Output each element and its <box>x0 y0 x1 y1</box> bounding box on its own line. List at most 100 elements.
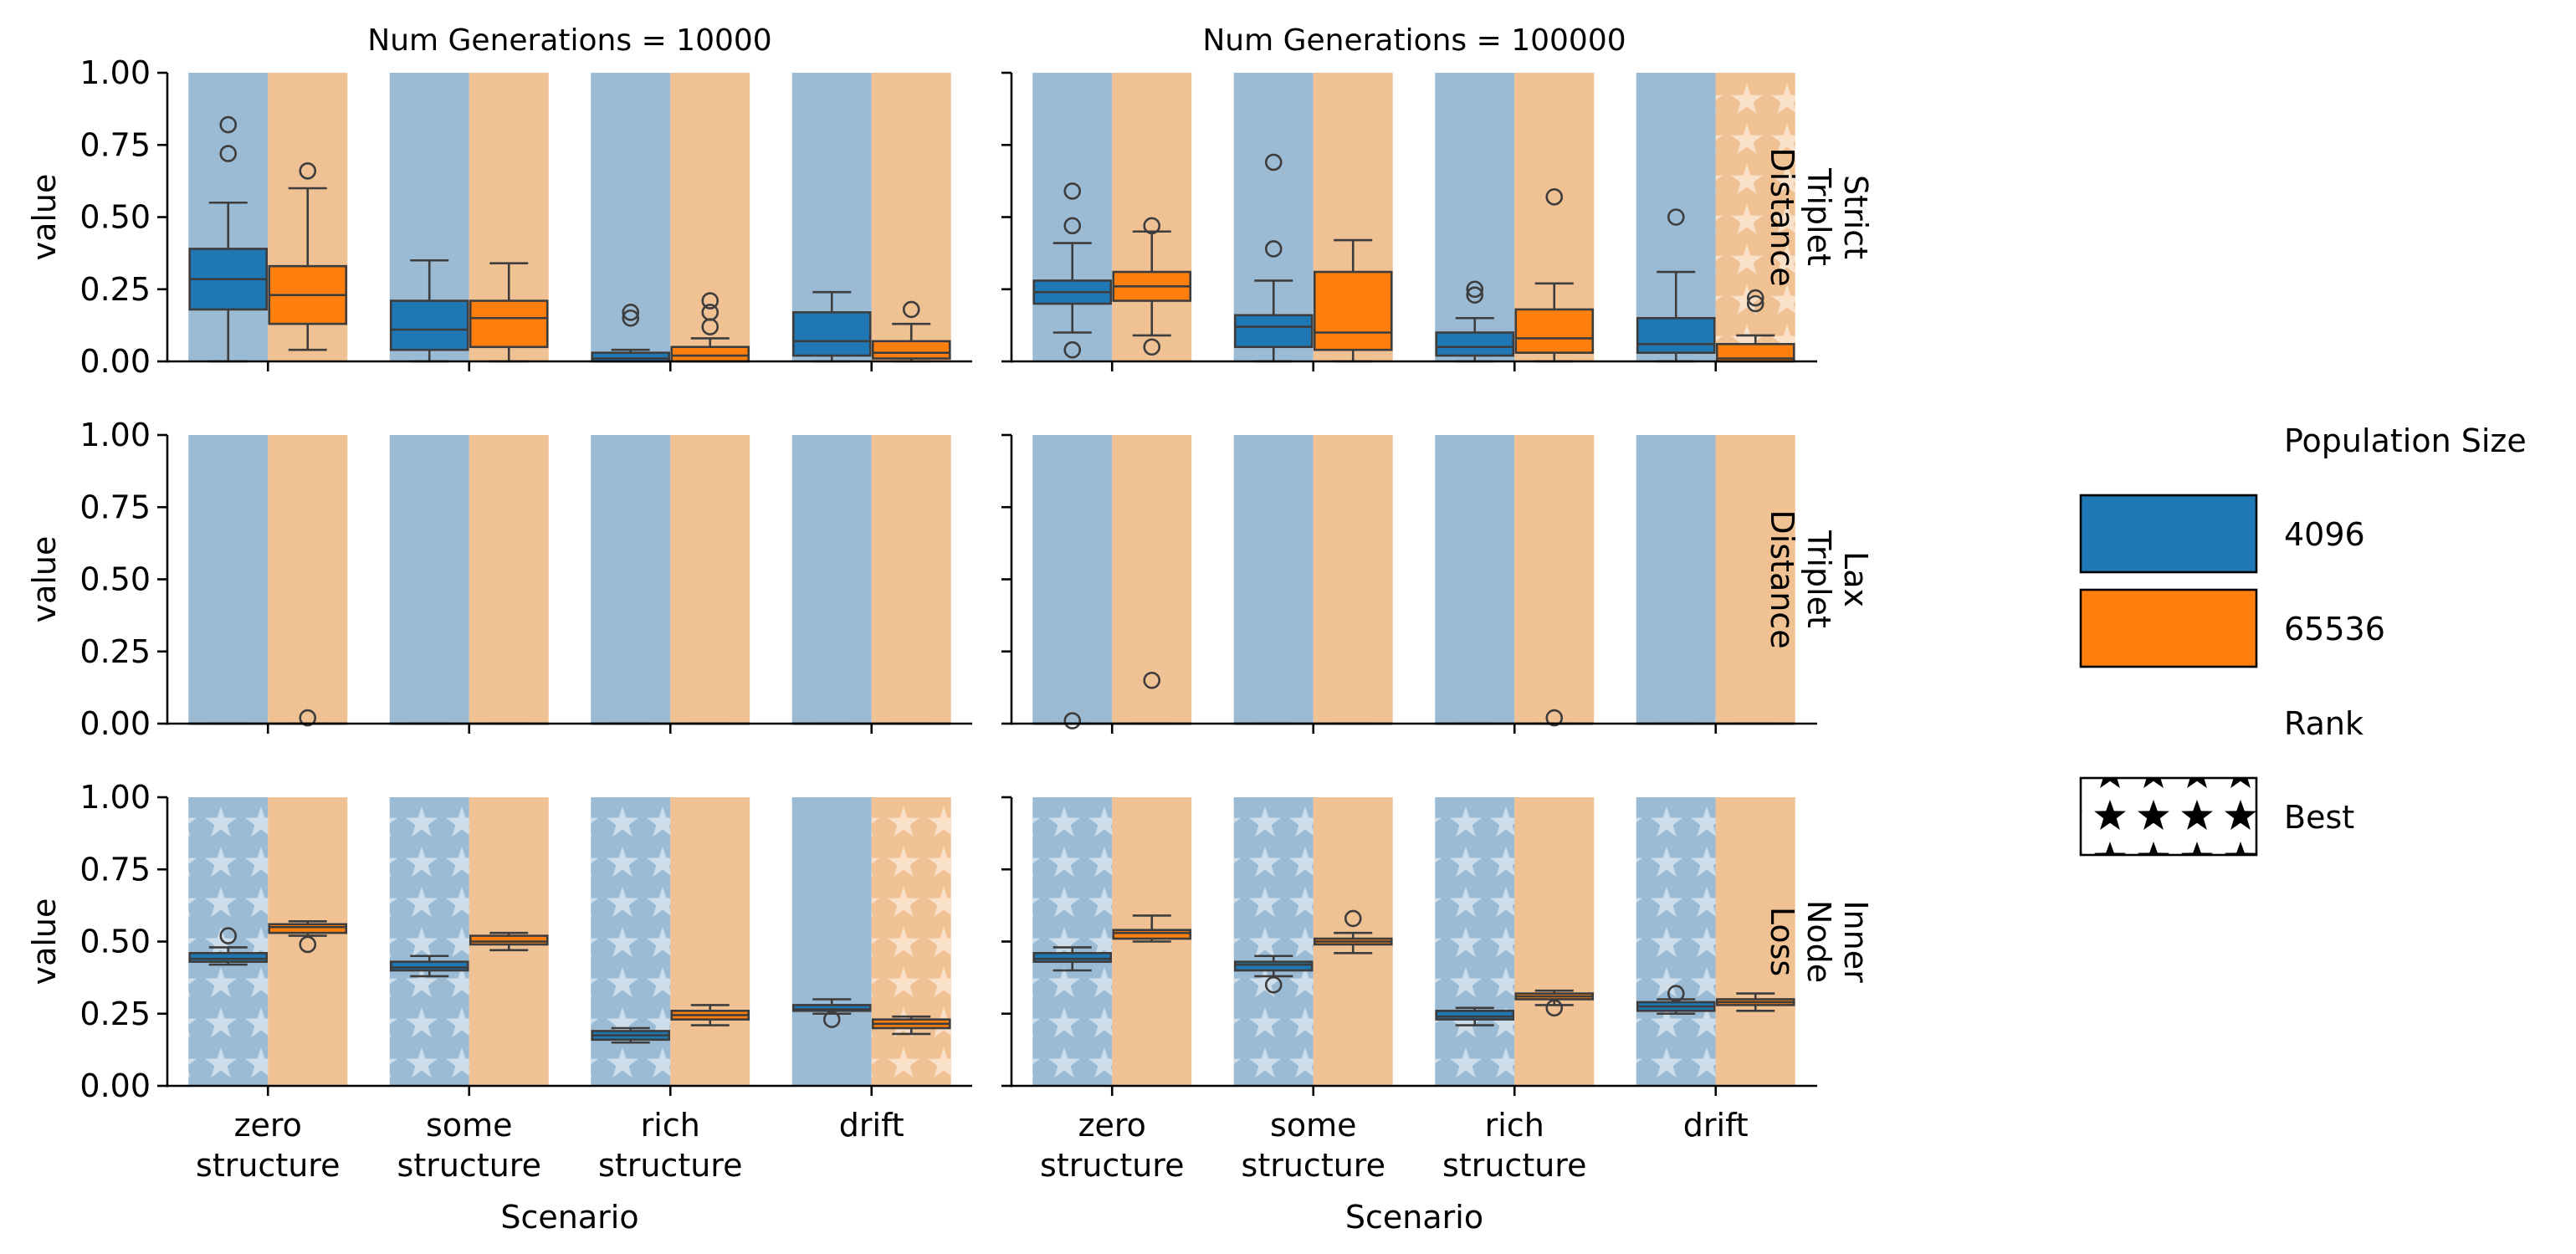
outlier-point <box>822 1011 841 1028</box>
x-tick-label: some structure <box>397 1107 541 1184</box>
outlier-point <box>1746 294 1764 313</box>
box-4096 <box>1435 331 1515 357</box>
y-tick-label: 1.00 <box>79 54 151 91</box>
outlier-point <box>1344 909 1362 928</box>
box-4096 <box>188 952 269 963</box>
column-title: Num Generations = 10000 <box>367 23 771 58</box>
outlier-point <box>1667 985 1685 1002</box>
x-tick-label: some structure <box>1242 1107 1385 1184</box>
y-tick-label: 0.75 <box>79 126 151 163</box>
outlier-point <box>1264 240 1283 258</box>
outlier-point <box>299 709 317 727</box>
best-rank-hatch <box>389 797 469 1086</box>
outlier-point <box>1063 340 1082 359</box>
y-axis-title: value <box>26 536 63 623</box>
box-4096 <box>1032 952 1113 963</box>
box-65536 <box>1112 929 1192 940</box>
background-bar <box>268 435 348 724</box>
background-bar <box>1435 435 1515 724</box>
x-tick-label: drift <box>1683 1107 1749 1144</box>
panel-r0-c1: Num Generations = 100000 <box>1001 23 1817 371</box>
background-bar <box>188 435 269 724</box>
outlier-point <box>1667 208 1685 226</box>
background-bar <box>670 435 750 724</box>
y-tick-label: 0.50 <box>79 561 151 598</box>
outlier-point <box>1143 217 1161 235</box>
y-tick-label: 0.75 <box>79 851 151 888</box>
x-tick-label: rich structure <box>598 1107 742 1184</box>
background-bar <box>1715 797 1795 1086</box>
y-tick-label: 0.25 <box>79 271 151 308</box>
y-tick-label: 0.25 <box>79 633 151 670</box>
background-bar <box>268 797 348 1086</box>
outlier-point <box>299 935 317 954</box>
background-bar <box>871 73 951 361</box>
outlier-point <box>1063 712 1082 729</box>
background-bar <box>591 435 671 724</box>
x-axis-title: Scenario <box>1345 1199 1483 1236</box>
outlier-point <box>299 162 317 180</box>
background-bar <box>1435 73 1515 361</box>
background-bar <box>1514 435 1595 724</box>
background-bar <box>1233 435 1314 724</box>
background-bar <box>1636 435 1716 724</box>
box-65536 <box>1313 270 1393 351</box>
box-4096 <box>791 311 872 357</box>
box-65536 <box>469 934 549 946</box>
row-title: InnerNodeLoss <box>1764 900 1874 983</box>
legend: Population Size 4096 65536 Rank Best <box>2079 422 2527 857</box>
legend-title-population: Population Size <box>2284 422 2527 459</box>
legend-swatch-best <box>2079 776 2258 857</box>
best-rank-hatch <box>1032 797 1113 1086</box>
outlier-point <box>622 309 640 327</box>
background-bar <box>1514 797 1595 1086</box>
outlier-point <box>701 304 720 321</box>
outlier-point <box>1143 671 1161 689</box>
y-tick-label: 0.25 <box>79 996 151 1032</box>
outlier-point <box>1264 975 1283 994</box>
background-bar <box>1032 435 1113 724</box>
best-rank-hatch <box>1715 73 1795 361</box>
y-tick-label: 0.50 <box>79 924 151 960</box>
best-rank-hatch <box>188 797 269 1086</box>
outlier-point <box>219 115 238 134</box>
background-bar <box>469 435 549 724</box>
background-bar <box>791 435 872 724</box>
panel-r0-c0: 0.00 0.25 0.50 0.75 1.00 value Num Generations… <box>26 23 972 380</box>
box-4096 <box>1233 314 1314 349</box>
best-rank-hatch <box>871 797 951 1086</box>
outlier-point <box>701 292 720 310</box>
background-bar <box>871 435 951 724</box>
x-tick-label: zero structure <box>1040 1107 1184 1184</box>
panel-r2-c0: 0.00 0.25 0.50 0.75 1.00 zero structure some str… <box>26 779 972 1236</box>
box-4096 <box>389 299 469 351</box>
background-bar <box>1313 435 1393 724</box>
row-title: LaxTripletDistance <box>1764 509 1874 648</box>
box-65536 <box>670 345 750 363</box>
legend-swatch-4096 <box>2079 494 2258 574</box>
background-bar <box>670 797 750 1086</box>
best-rank-hatch <box>1435 797 1515 1086</box>
outlier-point <box>1264 153 1283 171</box>
box-4096 <box>1636 316 1716 354</box>
box-65536 <box>871 340 951 360</box>
box-4096 <box>791 1004 872 1012</box>
outlier-point <box>1063 182 1082 200</box>
y-tick-label: 0.50 <box>79 199 151 236</box>
outlier-point <box>622 304 640 321</box>
background-bar <box>670 73 750 361</box>
box-4096 <box>591 351 671 363</box>
outlier-point <box>1545 999 1564 1017</box>
outlier-point <box>1466 286 1484 304</box>
y-tick-label: 1.00 <box>79 779 151 816</box>
legend-title-rank: Rank <box>2284 705 2363 742</box>
x-tick-label: zero structure <box>196 1107 340 1184</box>
legend-label-4096: 4096 <box>2284 516 2365 553</box>
best-rank-hatch <box>1233 797 1314 1086</box>
background-bar <box>791 797 872 1086</box>
outlier-point <box>1466 280 1484 299</box>
background-bar <box>389 435 469 724</box>
background-bar <box>591 73 671 361</box>
